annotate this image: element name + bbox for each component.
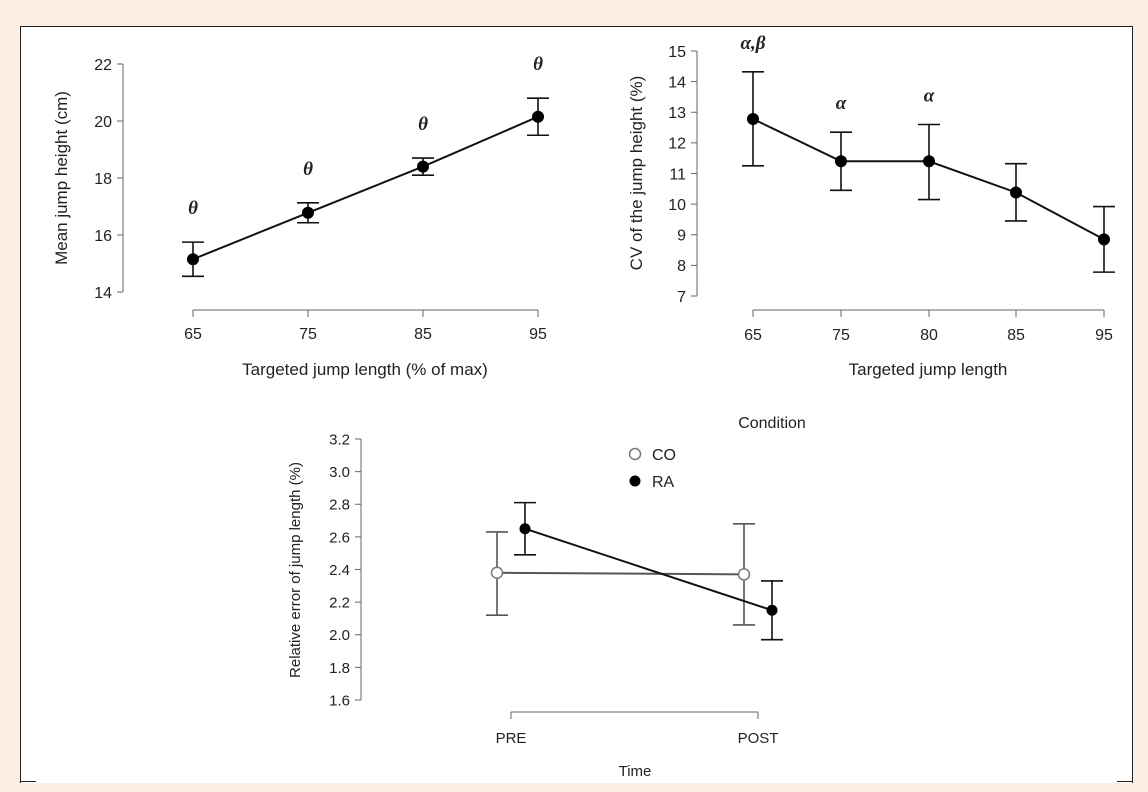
chart3-y-tick-label: 1.8 xyxy=(329,660,350,677)
chart2-annotation: α xyxy=(836,93,847,114)
chart2-series-1-point xyxy=(923,155,935,168)
chart1-annotation: θ xyxy=(418,114,428,135)
chart3-series-ra-point xyxy=(519,523,531,535)
chart2-y-tick-label: 12 xyxy=(668,136,686,153)
chart1-series-1-point xyxy=(417,160,429,173)
chart2-y-tick-label: 8 xyxy=(677,258,686,275)
chart1-y-tick-label: 14 xyxy=(94,285,112,302)
chart2-y-tick-label: 7 xyxy=(677,289,686,306)
chart1-x-tick-label: 85 xyxy=(414,326,432,343)
chart2-annotation: α xyxy=(924,86,935,107)
chart2-y-axis-title: CV of the jump height (%) xyxy=(627,76,646,271)
chart2-x-tick-label: 65 xyxy=(744,327,762,344)
chart3-y-tick-label: 2.6 xyxy=(329,529,350,546)
chart3-series-co-point xyxy=(737,568,751,581)
chart2-annotation: α,β xyxy=(741,33,766,54)
chart3-x-axis-title: Time xyxy=(619,763,652,780)
chart2-y-tick-label: 9 xyxy=(677,228,686,245)
chart1-y-axis-title: Mean jump height (cm) xyxy=(52,91,71,265)
chart3-series-co-point xyxy=(490,566,504,580)
chart2-series-1-point xyxy=(747,112,759,125)
chart1-series-1-point xyxy=(302,206,314,219)
chart2-series-1-point xyxy=(1098,233,1110,246)
chart1-y-tick-label: 18 xyxy=(94,171,112,188)
chart1-x-tick-label: 75 xyxy=(299,326,317,343)
chart1-x-tick-label: 95 xyxy=(529,326,547,343)
chart2-y-tick-label: 10 xyxy=(668,197,686,214)
chart3-x-tick-label: PRE xyxy=(496,730,527,747)
chart2-y-tick-label: 11 xyxy=(669,166,686,183)
chart3-y-tick-label: 3.0 xyxy=(329,464,350,481)
chart3-series-ra-point xyxy=(766,604,778,616)
chart3-y-tick-label: 1.6 xyxy=(329,692,350,709)
chart3-legend-marker xyxy=(629,475,641,487)
figure-bottom-rule xyxy=(20,781,1133,782)
chart1-y-tick-label: 16 xyxy=(94,228,112,245)
chart1-series-1-point xyxy=(187,253,199,266)
chart2-x-tick-label: 85 xyxy=(1007,327,1025,344)
chart3-y-tick-label: 3.2 xyxy=(329,431,350,448)
chart3-y-tick-label: 2.2 xyxy=(329,595,350,612)
chart1-annotation: θ xyxy=(188,198,198,219)
chart3-series-co-line xyxy=(496,571,745,576)
chart2-y-tick-label: 13 xyxy=(668,105,686,122)
chart3-y-tick-label: 2.4 xyxy=(329,562,350,579)
chart3-legend-label: CO xyxy=(652,447,676,464)
chart2-x-tick-label: 75 xyxy=(832,327,850,344)
chart3-legend-label: RA xyxy=(652,474,675,491)
chart2-x-axis-title: Targeted jump length xyxy=(849,360,1008,379)
chart2-series-1-point xyxy=(835,155,847,168)
figure-panel xyxy=(20,26,1133,783)
chart3-y-axis-title: Relative error of jump length (%) xyxy=(287,462,304,678)
chart2-series-1-point xyxy=(1010,186,1022,199)
chart3-x-tick-label: POST xyxy=(738,730,779,747)
chart3-series-ra-line xyxy=(524,527,773,612)
chart1-series-1-line xyxy=(192,115,539,261)
chart2-x-tick-label: 80 xyxy=(920,327,938,344)
chart2-x-tick-label: 95 xyxy=(1095,327,1113,344)
chart1-y-tick-label: 20 xyxy=(94,114,112,131)
chart1-x-axis-title: Targeted jump length (% of max) xyxy=(242,360,488,379)
chart2-y-tick-label: 14 xyxy=(668,74,686,91)
chart1-x-tick-label: 65 xyxy=(184,326,202,343)
chart1-annotation: θ xyxy=(533,54,543,75)
chart1-series-1-point xyxy=(532,110,544,123)
chart3-y-tick-label: 2.8 xyxy=(329,497,350,514)
chart1-annotation: θ xyxy=(303,159,313,180)
chart3-y-tick-label: 2.0 xyxy=(329,627,350,644)
chart2-y-tick-label: 15 xyxy=(668,44,686,61)
chart3-legend-marker xyxy=(628,447,642,461)
chart1-y-tick-label: 22 xyxy=(94,57,112,74)
chart3-legend-title: Condition xyxy=(738,415,806,432)
